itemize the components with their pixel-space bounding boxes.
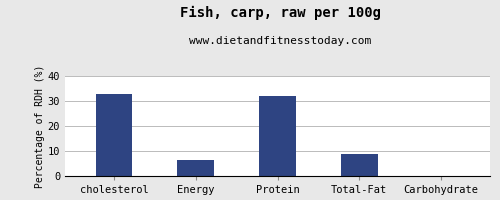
Bar <box>341 154 378 176</box>
Bar <box>178 160 214 176</box>
Text: www.dietandfitnesstoday.com: www.dietandfitnesstoday.com <box>189 36 371 46</box>
Bar <box>96 94 132 176</box>
Text: Fish, carp, raw per 100g: Fish, carp, raw per 100g <box>180 6 380 20</box>
Y-axis label: Percentage of RDH (%): Percentage of RDH (%) <box>35 64 45 188</box>
Bar <box>259 96 296 176</box>
